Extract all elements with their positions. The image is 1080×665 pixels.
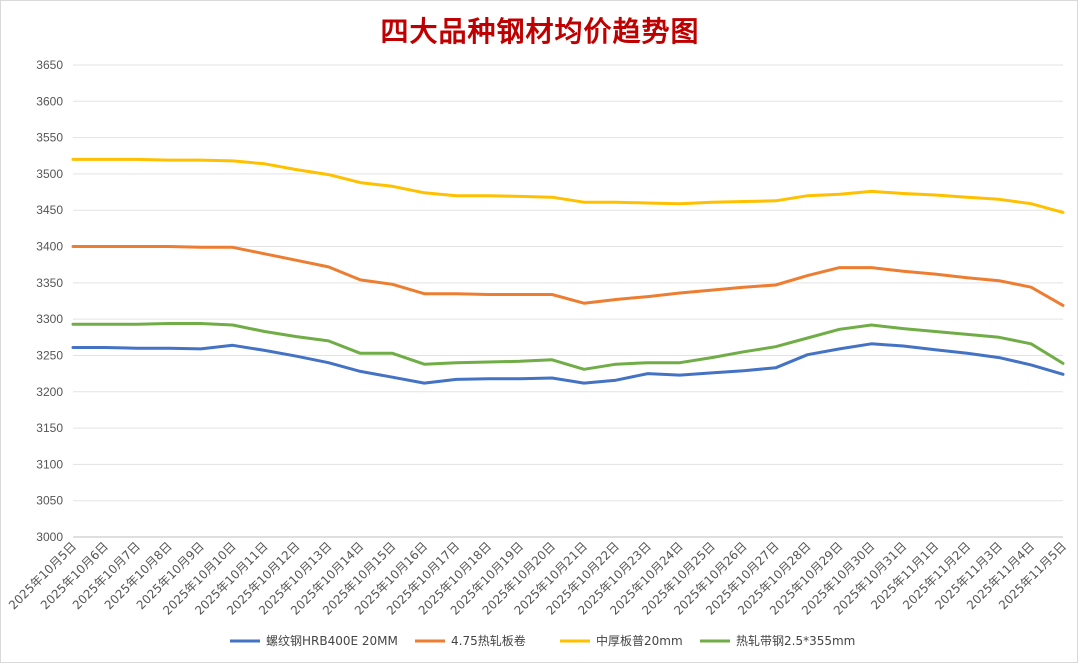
y-tick-label: 3600	[36, 94, 63, 108]
y-tick-label: 3300	[36, 312, 63, 326]
y-tick-label: 3400	[36, 240, 63, 254]
y-tick-label: 3350	[36, 276, 63, 290]
chart-title: 四大品种钢材均价趋势图	[380, 15, 700, 48]
y-tick-label: 3650	[36, 58, 63, 72]
legend: 螺纹钢HRB400E 20MM 4.75热轧板卷 中厚板普20mm 热轧带钢2.5*3…	[230, 633, 855, 648]
y-tick-label: 3450	[36, 203, 63, 217]
legend-label: 中厚板普20mm	[596, 633, 683, 648]
y-tick-label: 3250	[36, 348, 63, 362]
series-line-1	[71, 342, 1065, 385]
series-lines	[71, 157, 1065, 385]
legend-label: 热轧带钢2.5*355mm	[736, 634, 855, 648]
y-tick-label: 3000	[36, 530, 63, 544]
x-axis: 2025年10月5日2025年10月6日2025年10月7日2025年10月8日…	[6, 539, 1069, 618]
y-axis: 3000 3050 3100 3150 3200 3250 3300 3350 3400 3450…	[36, 58, 63, 544]
series-line-2	[71, 245, 1065, 307]
series-line-4	[71, 322, 1065, 371]
y-tick-label: 3200	[36, 385, 63, 399]
series-line-3	[71, 157, 1065, 214]
y-tick-label: 3550	[36, 131, 63, 145]
gridlines	[73, 64, 1063, 538]
legend-label: 4.75热轧板卷	[451, 633, 526, 648]
y-tick-label: 3100	[36, 457, 63, 471]
y-tick-label: 3500	[36, 167, 63, 181]
y-tick-label: 3050	[36, 494, 63, 508]
y-tick-label: 3150	[36, 421, 63, 435]
legend-label: 螺纹钢HRB400E 20MM	[266, 634, 398, 648]
